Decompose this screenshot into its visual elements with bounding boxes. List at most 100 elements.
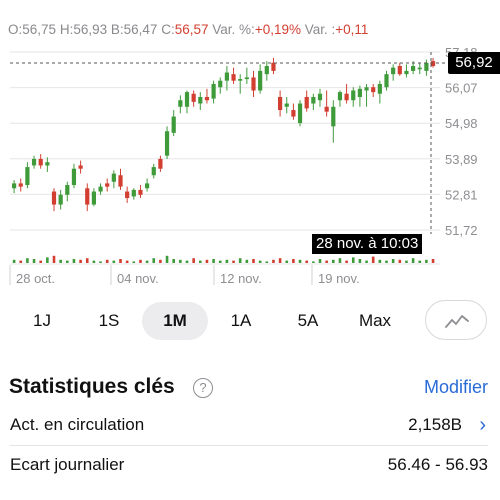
last-price-badge: 56,92 — [448, 52, 500, 74]
volume-bar — [46, 257, 49, 263]
volume-bar — [26, 258, 29, 263]
divider — [10, 445, 488, 446]
volume-bar — [312, 261, 315, 263]
x-tick-label: 28 oct. — [16, 271, 55, 286]
y-tick-label: 54,98 — [445, 116, 478, 131]
candle — [65, 181, 70, 202]
volume-bar — [99, 261, 102, 263]
volume-bar — [39, 260, 42, 263]
volume-bar — [378, 259, 382, 263]
candle — [258, 64, 263, 94]
info-icon[interactable]: ? — [193, 378, 213, 398]
volume-bar — [179, 259, 182, 263]
candle — [71, 163, 77, 189]
candle — [271, 57, 276, 75]
candle — [198, 92, 203, 111]
edit-button[interactable]: Modifier — [423, 377, 488, 397]
candle — [284, 96, 289, 114]
candle — [424, 59, 429, 76]
candle — [297, 100, 303, 127]
candle — [377, 80, 382, 104]
volume-bar — [272, 259, 275, 263]
volume-bar — [105, 259, 109, 263]
change-pct-label: Var. %: — [212, 22, 255, 37]
volume-bar — [238, 258, 242, 263]
volume-bar — [199, 260, 202, 263]
volume-series — [12, 255, 435, 263]
candle — [391, 64, 396, 81]
range-max-button[interactable]: Max — [358, 311, 392, 330]
volume-bar — [431, 259, 435, 263]
candle — [204, 88, 210, 104]
volume-bar — [125, 260, 129, 263]
candle — [371, 83, 376, 97]
volume-bar — [411, 258, 415, 263]
volume-bar — [79, 259, 82, 263]
volume-bar — [172, 259, 175, 263]
volume-bar — [258, 260, 262, 263]
candle — [25, 162, 30, 189]
volume-bar — [252, 259, 255, 263]
candle — [417, 62, 422, 75]
volume-bar — [385, 260, 388, 263]
volume-bar — [232, 260, 235, 263]
x-tick-label: 19 nov. — [318, 271, 360, 286]
range-1j-button[interactable]: 1J — [33, 311, 51, 330]
change-value: +0,11 — [335, 22, 369, 37]
volume-bar — [418, 260, 422, 263]
volume-bar — [425, 259, 428, 263]
volume-bar — [145, 260, 149, 263]
stat-label: Act. en circulation — [10, 415, 145, 434]
volume-bar — [365, 260, 368, 263]
volume-bar — [318, 259, 322, 263]
volume-bar — [371, 256, 375, 263]
range-1s-button[interactable]: 1S — [98, 311, 120, 330]
volume-bar — [12, 259, 16, 263]
candle — [138, 185, 143, 199]
volume-bar — [345, 260, 348, 263]
volume-bar — [212, 259, 215, 263]
candle — [211, 80, 216, 104]
candle — [224, 66, 229, 91]
volume-bar — [218, 260, 222, 263]
volume-bar — [185, 260, 189, 263]
candle — [145, 178, 150, 192]
stat-row-shares-outstanding[interactable]: Act. en circulation 2,158B › — [10, 405, 488, 445]
candle — [317, 88, 323, 107]
candle — [291, 103, 296, 120]
volume-bar — [19, 260, 23, 263]
volume-bar — [405, 260, 408, 263]
stat-row-daily-range: Ecart journalier 56.46 - 56.93 — [10, 445, 488, 485]
candle — [31, 155, 37, 169]
candle — [351, 87, 356, 107]
candle — [264, 61, 269, 81]
volume-bar — [52, 255, 56, 263]
volume-bar — [132, 261, 136, 263]
line-chart-icon — [445, 315, 469, 328]
y-tick-label: 53,89 — [445, 152, 478, 167]
volume-bar — [278, 258, 282, 263]
volume-bar — [305, 260, 308, 263]
volume-bar — [72, 259, 76, 263]
volume-bar — [351, 257, 355, 263]
candle — [430, 57, 436, 68]
candle — [397, 62, 402, 76]
candle — [184, 90, 190, 114]
candle — [98, 183, 103, 195]
candle — [251, 70, 256, 97]
candle — [404, 64, 409, 78]
range-5a-button[interactable]: 5A — [297, 311, 319, 330]
volume-bar — [119, 259, 122, 263]
range-1a-button[interactable]: 1A — [230, 311, 252, 330]
candle — [164, 126, 170, 159]
chart-grid — [9, 51, 440, 285]
volume-bar — [85, 258, 89, 263]
chart-type-toggle[interactable] — [425, 300, 487, 340]
range-1m-button[interactable]: 1M — [142, 302, 208, 340]
y-tick-label: 51,72 — [445, 223, 478, 238]
open-value: 56,75 — [22, 22, 57, 37]
high-label: H: — [59, 22, 74, 37]
x-axis-labels: 28 oct. 04 nov. 12 nov. 19 nov. — [16, 271, 360, 286]
volume-bar — [245, 259, 249, 263]
